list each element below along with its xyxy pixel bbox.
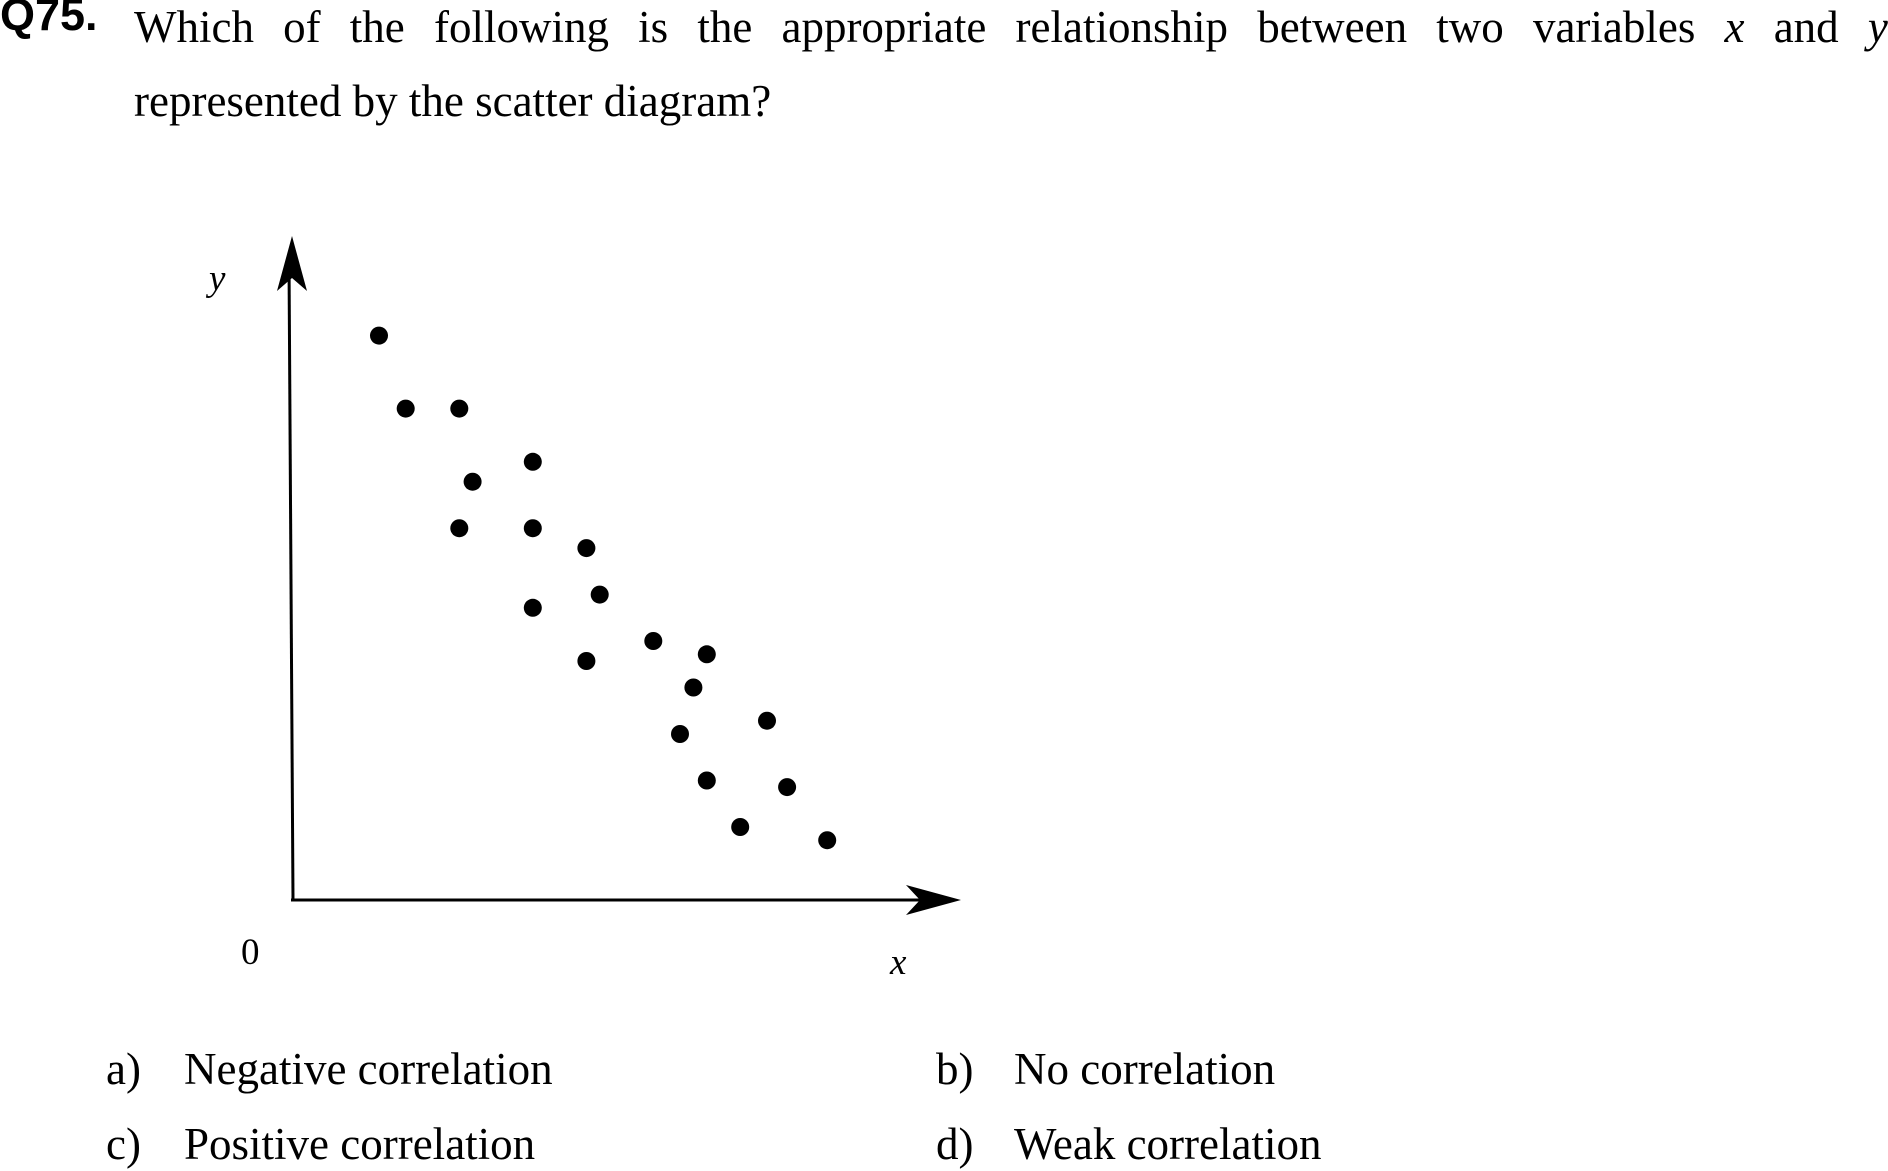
question-line-2: represented by the scatter diagram?: [134, 76, 772, 126]
data-point: [450, 399, 469, 418]
x-axis-label: x: [889, 942, 907, 983]
data-point: [523, 519, 542, 538]
data-point: [463, 472, 482, 491]
data-point: [778, 778, 797, 797]
x-axis-arrowhead: [906, 885, 961, 915]
data-point: [697, 771, 716, 790]
data-point: [684, 678, 703, 697]
option-b-text: No correlation: [1014, 1044, 1276, 1094]
option-b-letter: b): [936, 1044, 974, 1094]
question-text: Which of the following is the appropriate relat…: [134, 0, 1888, 138]
data-point: [577, 539, 596, 558]
question-word: following: [433, 2, 609, 52]
question-word: is: [638, 2, 669, 52]
data-point: [758, 711, 776, 730]
question-word: of: [283, 2, 321, 52]
data-point: [671, 725, 689, 743]
question-word: between: [1257, 2, 1408, 52]
question-word: and: [1773, 2, 1839, 52]
option-c-text: Positive correlation: [184, 1119, 536, 1169]
data-points: [370, 326, 837, 850]
data-point: [370, 326, 388, 345]
data-point: [731, 818, 750, 836]
option-a-letter: a): [106, 1044, 141, 1094]
question-word: y: [1867, 2, 1888, 52]
data-point: [644, 632, 663, 650]
question-number: Q75.: [0, 0, 98, 40]
origin-label: 0: [241, 932, 260, 973]
question-word: Which: [134, 2, 254, 52]
option-d[interactable]: d) Weak correlation: [936, 1122, 1321, 1167]
y-axis: [287, 261, 295, 901]
y-axis-label: y: [205, 258, 226, 299]
question-word: the: [349, 2, 405, 52]
data-point: [396, 399, 415, 418]
option-d-letter: d): [936, 1119, 974, 1169]
scatter-diagram: y x 0: [205, 236, 961, 983]
question-word: appropriate: [781, 2, 987, 52]
data-point: [523, 452, 542, 471]
question-word: two: [1436, 2, 1504, 52]
option-d-text: Weak correlation: [1014, 1119, 1322, 1169]
y-axis-arrowhead: [277, 236, 307, 291]
question-word: variables: [1532, 2, 1696, 52]
option-c-letter: c): [106, 1119, 141, 1169]
question-word: x: [1724, 2, 1745, 52]
option-a-text: Negative correlation: [184, 1044, 553, 1094]
data-point: [818, 831, 837, 850]
option-b[interactable]: b) No correlation: [936, 1047, 1275, 1092]
question-word: the: [697, 2, 753, 52]
question-word: relationship: [1015, 2, 1229, 52]
question-line-1: Which of the following is the appropriate relat…: [134, 0, 1888, 64]
data-point: [697, 645, 716, 664]
data-point: [523, 598, 542, 617]
option-a[interactable]: a) Negative correlation: [106, 1047, 553, 1092]
data-point: [577, 652, 596, 670]
data-point: [590, 585, 609, 604]
option-c[interactable]: c) Positive correlation: [106, 1122, 535, 1167]
data-point: [450, 519, 469, 538]
